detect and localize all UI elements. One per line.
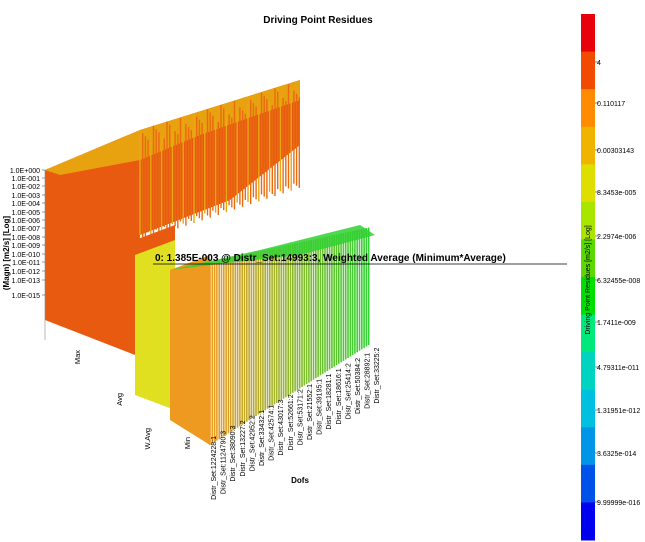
colorbar-tick-label: 9.99999e-016 bbox=[597, 500, 640, 507]
colorbar-segment bbox=[581, 277, 595, 316]
x-axis-label: Dofs bbox=[291, 476, 309, 485]
colorbar-segment bbox=[581, 314, 595, 353]
colorbar-segment bbox=[581, 239, 595, 278]
y-tick-label: 1.0E-012 bbox=[12, 269, 41, 276]
max-row-bars bbox=[139, 84, 300, 240]
colorbar-segment bbox=[581, 164, 595, 203]
colorbar-segment bbox=[581, 464, 595, 503]
colorbar-segment bbox=[581, 201, 595, 240]
y-tick-label: 1.0E-007 bbox=[12, 226, 41, 233]
x-tick-label: Distr_Set:43017:3 bbox=[278, 400, 285, 456]
y-tick-label: 1.0E-008 bbox=[12, 235, 41, 242]
min-row-face bbox=[170, 255, 210, 445]
x-tick-label: Distr_Set:42952:2 bbox=[249, 415, 256, 471]
x-tick-label: Distr_Set:21552:1 bbox=[307, 384, 314, 440]
colorbar: 4 0.110117 0.00303143 8.3453e-005 2.2974e-00… bbox=[581, 14, 640, 541]
colorbar-segment bbox=[581, 14, 595, 53]
x-tick-label: Distr_Set:25414:2 bbox=[345, 363, 352, 419]
colorbar-tick-label: 2.2974e-006 bbox=[597, 234, 636, 241]
y-tick-label: 1.0E-006 bbox=[12, 218, 41, 225]
y-axis-label: (Magn) [m2/s] [Log] bbox=[2, 216, 11, 291]
row-label: W.Avg bbox=[143, 428, 152, 450]
x-tick-label: Distr_Set:38090:3 bbox=[230, 426, 237, 482]
min-row-bars bbox=[209, 227, 370, 445]
colorbar-tick-label: 1.31951e-012 bbox=[597, 408, 640, 415]
colorbar-tick-label: 8.3453e-005 bbox=[597, 190, 636, 197]
x-tick-label: Distr_Set:33432:1 bbox=[259, 410, 266, 466]
colorbar-tick-label: 6.32455e-008 bbox=[597, 278, 640, 285]
y-tick-label: 1.0E-010 bbox=[12, 252, 41, 259]
row-label: Avg bbox=[115, 393, 124, 406]
x-tick-label: Distr_Set:13227:2 bbox=[240, 420, 247, 476]
wavg-row-face bbox=[135, 240, 175, 410]
x-tick-labels: Distr_Set:1224228:1 Distr_Set:1124790:3 Di… bbox=[211, 348, 381, 500]
chart-title: Driving Point Residues bbox=[263, 15, 373, 26]
colorbar-tick-label: 4 bbox=[597, 60, 601, 67]
colorbar-segment bbox=[581, 389, 595, 428]
colorbar-segment bbox=[581, 427, 595, 466]
x-tick-label: Distr_Set:50384:2 bbox=[355, 358, 362, 414]
x-tick-label: Distr_Set:52661:2 bbox=[288, 394, 295, 450]
x-tick-label: Distr_Set:33225:2 bbox=[374, 348, 381, 404]
y-tick-label: 1.0E-002 bbox=[12, 184, 41, 191]
x-tick-label: Distr_Set:28892:1 bbox=[365, 353, 372, 409]
y-tick-label: 1.0E-011 bbox=[12, 260, 40, 267]
colorbar-segment bbox=[581, 352, 595, 391]
y-tick-label: 1.0E+000 bbox=[10, 168, 40, 175]
x-tick-label: Distr_Set:39195:1 bbox=[317, 379, 324, 435]
min-row-top bbox=[170, 225, 375, 270]
x-tick-label: Distr_Set:18281:1 bbox=[326, 374, 333, 430]
x-tick-label: Distr_Set:18616:1 bbox=[336, 368, 343, 424]
y-tick-label: 1.0E-001 bbox=[12, 176, 41, 183]
x-tick-label: Distr_Set:53171:2 bbox=[297, 389, 304, 445]
colorbar-tick-label: 3.6325e-014 bbox=[597, 451, 636, 458]
colorbar-tick-label: 1.7411e-009 bbox=[597, 320, 636, 327]
y-tick-label: 1.0E-009 bbox=[12, 243, 41, 250]
x-tick-label: Distr_Set:1124790:3 bbox=[221, 431, 228, 494]
y-tick-label: 1.0E-013 bbox=[12, 278, 41, 285]
colorbar-tick-label: 0.110117 bbox=[597, 101, 625, 108]
plot-area bbox=[45, 80, 375, 445]
colorbar-segment bbox=[581, 89, 595, 128]
colorbar-label: Driving Point Residues [m2/s] [Log] bbox=[585, 225, 592, 334]
y-tick-label: 1.0E-015 bbox=[12, 293, 41, 300]
colorbar-tick-label: 0.00303143 bbox=[597, 148, 634, 155]
colorbar-tick-label: 4.79311e-011 bbox=[597, 365, 639, 372]
max-row-top bbox=[45, 80, 300, 175]
colorbar-segment bbox=[581, 502, 595, 541]
colorbar-segment bbox=[581, 126, 595, 165]
row-label: Min bbox=[183, 437, 192, 449]
x-tick-label: Distr_Set:42574:1 bbox=[269, 405, 276, 461]
row-labels: Max Avg W.Avg Min bbox=[73, 350, 192, 450]
y-tick-label: 1.0E-004 bbox=[12, 201, 41, 208]
y-tick-label: 1.0E-003 bbox=[12, 193, 41, 200]
x-tick-label: Distr_Set:1224228:1 bbox=[211, 436, 218, 500]
hover-tooltip: 0: 1.385E-003 @ Distr_Set:14993:3, Weigh… bbox=[155, 253, 506, 264]
y-tick-label: 1.0E-005 bbox=[12, 210, 41, 217]
row-label: Max bbox=[73, 350, 82, 364]
colorbar-segment bbox=[581, 51, 595, 90]
